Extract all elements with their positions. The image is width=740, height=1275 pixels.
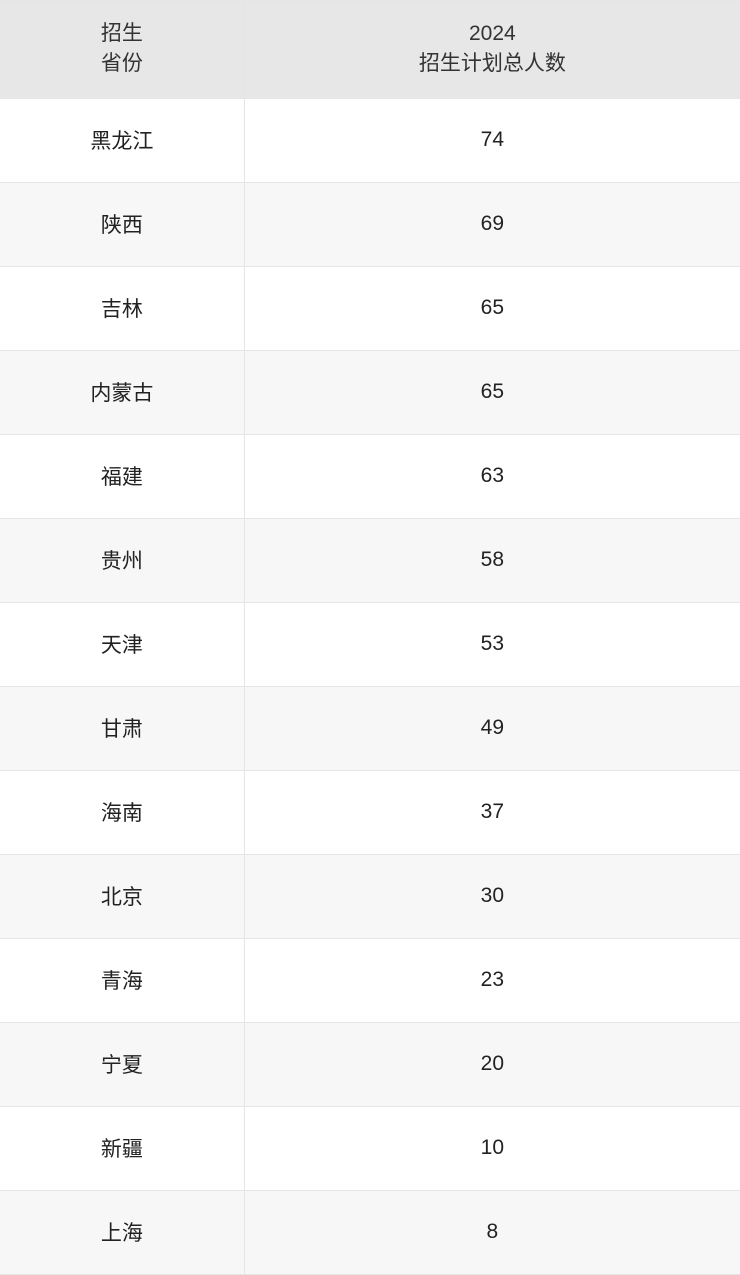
cell-count: 10 — [244, 1106, 740, 1190]
table-row: 青海23 — [0, 938, 740, 1022]
table-row: 黑龙江74 — [0, 98, 740, 182]
header-province-line2: 省份 — [101, 52, 143, 75]
cell-count: 49 — [244, 686, 740, 770]
table-header-row: 招生 省份 2024 招生计划总人数 — [0, 1, 740, 99]
cell-count: 58 — [244, 518, 740, 602]
table-row: 宁夏20 — [0, 1022, 740, 1106]
table-row: 内蒙古65 — [0, 350, 740, 434]
table-row: 福建63 — [0, 434, 740, 518]
header-count: 2024 招生计划总人数 — [244, 1, 740, 99]
table-row: 天津53 — [0, 602, 740, 686]
table-row: 新疆10 — [0, 1106, 740, 1190]
cell-province: 北京 — [0, 854, 244, 938]
cell-province: 贵州 — [0, 518, 244, 602]
table-row: 北京30 — [0, 854, 740, 938]
cell-count: 23 — [244, 938, 740, 1022]
cell-province: 甘肃 — [0, 686, 244, 770]
cell-province: 海南 — [0, 770, 244, 854]
cell-province: 青海 — [0, 938, 244, 1022]
header-count-line2: 招生计划总人数 — [419, 52, 566, 75]
table-row: 吉林65 — [0, 266, 740, 350]
cell-count: 63 — [244, 434, 740, 518]
cell-count: 53 — [244, 602, 740, 686]
cell-province: 新疆 — [0, 1106, 244, 1190]
cell-province: 上海 — [0, 1190, 244, 1274]
table-row: 海南37 — [0, 770, 740, 854]
table-row: 上海8 — [0, 1190, 740, 1274]
cell-count: 65 — [244, 266, 740, 350]
cell-province: 陕西 — [0, 182, 244, 266]
table-row: 陕西69 — [0, 182, 740, 266]
cell-count: 65 — [244, 350, 740, 434]
table-body: 黑龙江74 陕西69 吉林65 内蒙古65 福建63 贵州58 天津53 甘肃4… — [0, 98, 740, 1274]
header-province-line1: 招生 — [101, 22, 143, 45]
cell-province: 吉林 — [0, 266, 244, 350]
cell-province: 宁夏 — [0, 1022, 244, 1106]
cell-count: 20 — [244, 1022, 740, 1106]
cell-province: 黑龙江 — [0, 98, 244, 182]
cell-province: 内蒙古 — [0, 350, 244, 434]
cell-province: 天津 — [0, 602, 244, 686]
cell-count: 69 — [244, 182, 740, 266]
cell-count: 37 — [244, 770, 740, 854]
cell-count: 8 — [244, 1190, 740, 1274]
table-row: 甘肃49 — [0, 686, 740, 770]
admissions-table: 招生 省份 2024 招生计划总人数 黑龙江74 陕西69 吉林65 内蒙古65… — [0, 0, 740, 1275]
cell-count: 74 — [244, 98, 740, 182]
header-count-line1: 2024 — [469, 22, 516, 45]
table-row: 贵州58 — [0, 518, 740, 602]
cell-province: 福建 — [0, 434, 244, 518]
cell-count: 30 — [244, 854, 740, 938]
header-province: 招生 省份 — [0, 1, 244, 99]
